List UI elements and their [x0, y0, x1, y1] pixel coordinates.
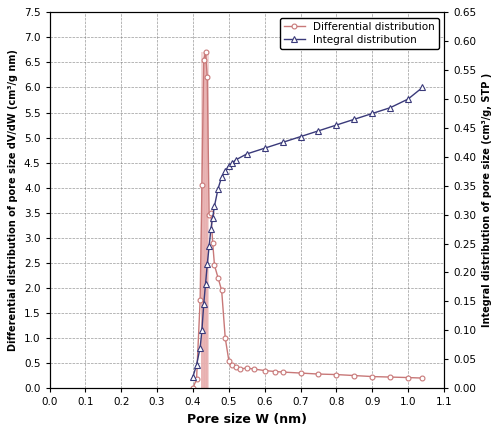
- Integral distribution: [233, 157, 239, 162]
- Differential distribution: [387, 375, 393, 380]
- Differential distribution: [208, 210, 214, 215]
- Differential distribution: [222, 335, 228, 341]
- Integral distribution: [298, 134, 304, 139]
- Integral distribution: [316, 128, 322, 133]
- Differential distribution: [190, 385, 196, 391]
- Differential distribution: [218, 288, 224, 293]
- Integral distribution: [262, 145, 268, 151]
- Differential distribution: [251, 366, 257, 372]
- Integral distribution: [206, 244, 212, 249]
- Differential distribution: [230, 362, 235, 367]
- Differential distribution: [206, 213, 212, 218]
- Integral distribution: [212, 204, 218, 209]
- Line: Differential distribution: Differential distribution: [190, 50, 425, 391]
- Integral distribution: [202, 281, 208, 286]
- Differential distribution: [272, 369, 278, 374]
- Integral distribution: [369, 111, 375, 116]
- Integral distribution: [222, 169, 228, 174]
- Integral distribution: [190, 374, 196, 379]
- Differential distribution: [215, 275, 221, 280]
- Differential distribution: [202, 50, 208, 55]
- Differential distribution: [226, 358, 232, 363]
- Differential distribution: [244, 365, 250, 371]
- Legend: Differential distribution, Integral distribution: Differential distribution, Integral dist…: [280, 17, 439, 49]
- Differential distribution: [200, 57, 206, 62]
- Differential distribution: [334, 372, 340, 377]
- Differential distribution: [233, 365, 239, 370]
- Integral distribution: [420, 85, 426, 90]
- Integral distribution: [405, 96, 411, 102]
- Y-axis label: Differential distribution of pore size dV/dW (cm³/g nm): Differential distribution of pore size d…: [8, 49, 18, 351]
- Integral distribution: [215, 186, 221, 191]
- Y-axis label: Integral distribution of pore size (cm³/g, STP ): Integral distribution of pore size (cm³/…: [482, 73, 492, 327]
- Differential distribution: [316, 372, 322, 377]
- Integral distribution: [204, 261, 210, 266]
- Integral distribution: [334, 122, 340, 128]
- Differential distribution: [194, 376, 200, 381]
- Differential distribution: [199, 183, 205, 188]
- Differential distribution: [352, 373, 358, 378]
- Differential distribution: [204, 75, 210, 80]
- Integral distribution: [194, 362, 200, 368]
- Differential distribution: [369, 374, 375, 379]
- Differential distribution: [405, 375, 411, 380]
- Integral distribution: [218, 174, 224, 180]
- Integral distribution: [226, 163, 232, 168]
- Differential distribution: [212, 263, 218, 268]
- Differential distribution: [420, 375, 426, 381]
- Integral distribution: [200, 302, 206, 307]
- Integral distribution: [230, 160, 235, 165]
- Integral distribution: [208, 227, 214, 232]
- Integral distribution: [387, 105, 393, 110]
- Differential distribution: [262, 368, 268, 373]
- Differential distribution: [197, 298, 203, 303]
- Integral distribution: [244, 151, 250, 157]
- Integral distribution: [197, 345, 203, 350]
- Integral distribution: [280, 140, 285, 145]
- Integral distribution: [199, 328, 205, 333]
- Integral distribution: [210, 215, 216, 220]
- Differential distribution: [210, 240, 216, 245]
- Line: Integral distribution: Integral distribution: [190, 85, 425, 379]
- Differential distribution: [236, 366, 242, 372]
- Integral distribution: [352, 117, 358, 122]
- X-axis label: Pore size W (nm): Pore size W (nm): [187, 413, 307, 426]
- Differential distribution: [298, 371, 304, 376]
- Differential distribution: [280, 369, 285, 375]
